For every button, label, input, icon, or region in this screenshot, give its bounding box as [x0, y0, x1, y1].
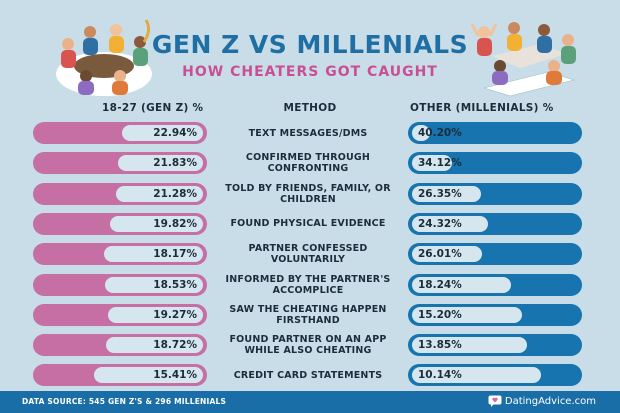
- millenials-bar: 26.35%: [408, 182, 582, 205]
- method-label: FOUND PARTNER ON AN APP WHILE ALSO CHEAT…: [229, 334, 387, 357]
- millenials-bar-track: [412, 125, 430, 141]
- gen-z-bar-track: [106, 337, 203, 354]
- brand-logo: DatingAdvice.com: [488, 391, 596, 413]
- gen-z-value-label: 19.27%: [153, 308, 197, 321]
- method-label: TOLD BY FRIENDS, FAMILY, OR CHILDREN: [225, 182, 391, 205]
- millenials-bar: 10.14%: [408, 364, 582, 387]
- chart-row: 18.53% INFORMED BY THE PARTNER'S ACCOMPLI…: [0, 273, 620, 296]
- millenials-value-label: 18.24%: [418, 278, 462, 291]
- method-label: SAW THE CHEATING HAPPEN FIRSTHAND: [229, 303, 387, 326]
- gen-z-bar: 18.72%: [33, 334, 207, 357]
- millenials-bar-track: [412, 155, 453, 172]
- method-column-header: METHOD: [283, 102, 337, 114]
- millenials-bar: 15.20%: [408, 303, 582, 326]
- chart-row: 18.17% PARTNER CONFESSED VOLUNTARILY 26.01…: [0, 243, 620, 266]
- chart-row: 19.82% FOUND PHYSICAL EVIDENCE 24.32%: [0, 212, 620, 235]
- data-source-note: DATA SOURCE: 545 GEN Z'S & 296 MILLENIAL…: [22, 397, 227, 406]
- method-label: FOUND PHYSICAL EVIDENCE: [230, 218, 386, 230]
- chart-title: GEN Z VS MILLENIALS: [151, 30, 469, 59]
- gen-z-value-label: 21.28%: [153, 187, 197, 200]
- millenials-column-header: OTHER (MILLENIALS) %: [410, 102, 554, 114]
- gen-z-bar: 18.53%: [33, 273, 207, 296]
- gen-z-bar-track: [115, 185, 203, 202]
- chart-row: 21.83% CONFIRMED THROUGH CONFRONTING 34.12…: [0, 152, 620, 175]
- gen-z-value-label: 21.83%: [153, 157, 197, 170]
- footer-bar: DATA SOURCE: 545 GEN Z'S & 296 MILLENIAL…: [0, 391, 620, 413]
- gen-z-bar-track: [121, 125, 203, 141]
- chart-row: 22.94% TEXT MESSAGES/DMS 40.20%: [0, 122, 620, 144]
- people-group-illustration-left: [56, 19, 152, 96]
- chart-row: 21.28% TOLD BY FRIENDS, FAMILY, OR CHILDR…: [0, 182, 620, 205]
- method-label: PARTNER CONFESSED VOLUNTARILY: [248, 243, 368, 266]
- gen-z-value-label: 18.53%: [153, 278, 197, 291]
- people-group-illustration-right: [470, 22, 576, 97]
- gen-z-column-header: 18-27 (GEN Z) %: [102, 102, 204, 114]
- method-label: TEXT MESSAGES/DMS: [248, 127, 368, 139]
- millenials-value-label: 10.14%: [418, 369, 462, 382]
- gen-z-bar: 22.94%: [33, 122, 207, 144]
- gen-z-bar: 19.82%: [33, 212, 207, 235]
- chart-subtitle: HOW CHEATERS GOT CAUGHT: [182, 64, 438, 80]
- millenials-value-label: 13.85%: [418, 339, 462, 352]
- gen-z-value-label: 18.72%: [153, 339, 197, 352]
- gen-z-value-label: 19.82%: [153, 217, 197, 230]
- method-label: INFORMED BY THE PARTNER'S ACCOMPLICE: [225, 273, 391, 296]
- millenials-bar: 26.01%: [408, 243, 582, 266]
- millenials-bar-track: [412, 185, 481, 202]
- gen-z-bar-track: [105, 276, 203, 293]
- chart-row: 18.72% FOUND PARTNER ON AN APP WHILE ALSO…: [0, 334, 620, 357]
- millenials-bar-track: [412, 367, 541, 384]
- gen-z-bar: 21.83%: [33, 152, 207, 175]
- brand-name: DatingAdvice.com: [504, 396, 596, 407]
- chart-row: 19.27% SAW THE CHEATING HAPPEN FIRSTHAND 1…: [0, 303, 620, 326]
- millenials-bar-track: [412, 246, 483, 263]
- gen-z-bar-track: [110, 215, 203, 232]
- millenials-bar-track: [412, 306, 522, 323]
- millenials-value-label: 40.20%: [418, 127, 462, 139]
- millenials-bar: 34.12%: [408, 152, 582, 175]
- millenials-bar-track: [412, 215, 489, 232]
- chart-row: 15.41% CREDIT CARD STATEMENTS 10.14%: [0, 364, 620, 387]
- millenials-value-label: 15.20%: [418, 308, 462, 321]
- millenials-value-label: 34.12%: [418, 157, 462, 170]
- gen-z-bar: 18.17%: [33, 243, 207, 266]
- heart-chat-icon: [488, 395, 502, 407]
- gen-z-bar: 15.41%: [33, 364, 207, 387]
- millenials-value-label: 26.35%: [418, 187, 462, 200]
- millenials-value-label: 26.01%: [418, 248, 462, 261]
- gen-z-bar-track: [93, 367, 203, 384]
- gen-z-bar-track: [117, 155, 203, 172]
- gen-z-bar: 21.28%: [33, 182, 207, 205]
- millenials-bar: 18.24%: [408, 273, 582, 296]
- millenials-value-label: 24.32%: [418, 217, 462, 230]
- method-label: CREDIT CARD STATEMENTS: [233, 369, 383, 381]
- gen-z-value-label: 22.94%: [153, 127, 197, 139]
- millenials-bar: 40.20%: [408, 122, 582, 144]
- gen-z-value-label: 15.41%: [153, 369, 197, 382]
- gen-z-value-label: 18.17%: [153, 248, 197, 261]
- millenials-bar: 13.85%: [408, 334, 582, 357]
- gen-z-bar-track: [108, 306, 203, 323]
- millenials-bar-track: [412, 276, 511, 293]
- gen-z-bar: 19.27%: [33, 303, 207, 326]
- millenials-bar: 24.32%: [408, 212, 582, 235]
- millenials-bar-track: [412, 337, 527, 354]
- gen-z-bar-track: [104, 246, 203, 263]
- method-label: CONFIRMED THROUGH CONFRONTING: [245, 152, 371, 175]
